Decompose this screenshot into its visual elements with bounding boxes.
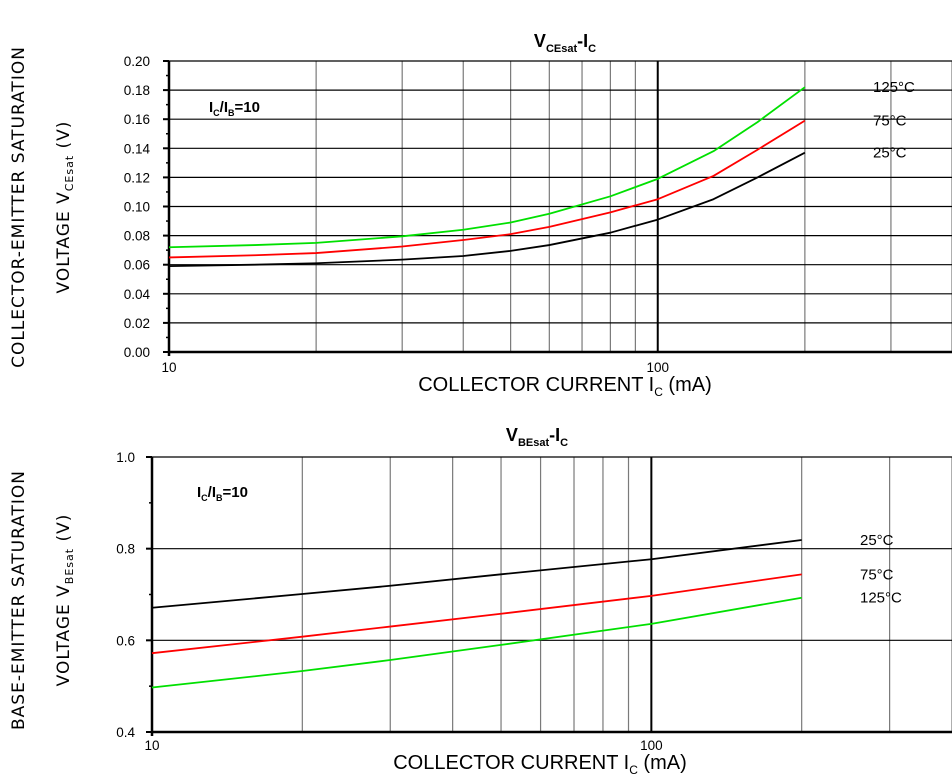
series-label: 125°C <box>873 79 915 96</box>
chart1-y-axis-label-line1: COLLECTOR-EMITTER SATURATION <box>9 46 29 368</box>
series-label: 25°C <box>860 532 894 549</box>
chart2-plot: 0.4 0.6 0.8 1.0 10 100 25°C 75°C 125°C <box>116 450 952 753</box>
series-label: 75°C <box>873 113 907 130</box>
chart1-title: VCEsat-IC <box>534 31 596 55</box>
y-tick-label: 0.12 <box>124 170 150 185</box>
chart2-x-axis-label: COLLECTOR CURRENT IC (mA) <box>393 752 687 776</box>
x-tick-label: 100 <box>646 360 669 375</box>
chart2: VBEsat-IC IC/IB=10 COLLECTOR CURRENT IC … <box>9 425 687 776</box>
series-line-125c <box>168 86 806 249</box>
chart1-plot: 0.00 0.02 0.04 0.06 0.08 0.10 0.12 0.14 0.16 0.18… <box>124 54 952 375</box>
chart1: VCEsat-IC IC/IB=10 COLLECTOR CURRENT IC … <box>9 31 712 399</box>
chart1-annotation: IC/IB=10 <box>209 99 260 118</box>
chart1-horizontal-gridlines <box>163 60 952 353</box>
series-line-75c <box>168 119 806 259</box>
chart2-annotation: IC/IB=10 <box>197 484 248 503</box>
y-tick-label: 0.14 <box>124 141 151 156</box>
x-tick-label: 100 <box>640 738 663 753</box>
y-tick-label: 0.04 <box>124 287 151 302</box>
chart1-y-axis-label-line2: VOLTAGE VCEsat (V) <box>54 121 76 294</box>
y-tick-label: 0.4 <box>116 725 135 740</box>
chart2-title: VBEsat-IC <box>506 425 568 449</box>
series-line-75c <box>151 573 802 655</box>
chart2-horizontal-gridlines <box>146 456 952 733</box>
y-tick-label: 0.20 <box>124 54 150 69</box>
chart2-vertical-gridlines <box>301 457 952 732</box>
series-label: 75°C <box>860 566 894 583</box>
y-tick-label: 0.02 <box>124 316 150 331</box>
series-line-125c <box>151 596 802 689</box>
chart1-x-axis-label: COLLECTOR CURRENT IC (mA) <box>418 374 712 399</box>
y-tick-label: 0.06 <box>124 258 150 273</box>
x-tick-label: 10 <box>144 738 159 753</box>
y-tick-label: 0.10 <box>124 200 150 215</box>
x-tick-label: 10 <box>161 360 176 375</box>
series-label: 125°C <box>860 590 902 607</box>
y-tick-label: 0.16 <box>124 112 150 127</box>
y-tick-label: 0.8 <box>116 542 135 557</box>
series-line-25c <box>151 539 802 609</box>
y-tick-label: 0.18 <box>124 83 150 98</box>
chart-marks: 0.00 0.02 0.04 0.06 0.08 0.10 0.12 0.14 0.16 0.18… <box>116 54 952 753</box>
series-label: 25°C <box>873 145 907 162</box>
chart2-y-axis-label-line1: BASE-EMITTER SATURATION <box>9 470 29 730</box>
chart2-y-axis-label-line2: VOLTAGE VBEsat (V) <box>54 514 76 687</box>
y-tick-label: 1.0 <box>116 450 135 465</box>
series-line-25c <box>168 151 806 268</box>
y-tick-label: 0.08 <box>124 229 150 244</box>
y-tick-label: 0.6 <box>116 633 135 648</box>
y-tick-label: 0.00 <box>124 345 150 360</box>
